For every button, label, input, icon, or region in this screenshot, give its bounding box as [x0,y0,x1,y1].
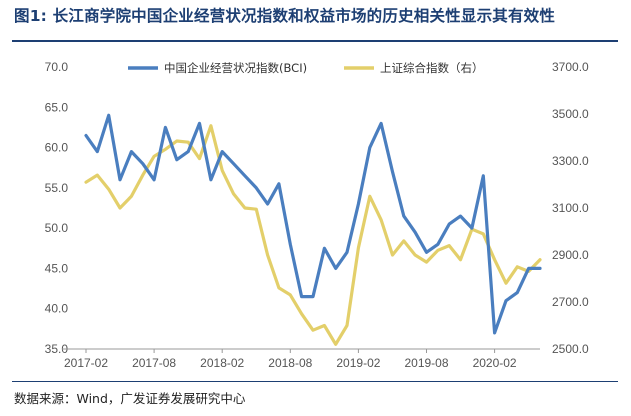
right-axis-ticks: 2500.0 2700.0 2900.0 3100.0 3300.0 3500.0 3700… [552,60,589,356]
right-tick-label: 3500.0 [552,107,589,121]
left-tick-label: 50.0 [45,221,69,235]
x-tick-label: 2017-08 [132,356,176,370]
series-line-bci [84,113,542,335]
right-tick-label: 2500.0 [552,342,589,356]
left-tick-label: 55.0 [45,181,69,195]
x-tick-label: 2019-08 [404,356,448,370]
legend: 中国企业经营状况指数(BCI) 上证综合指数（右） [128,61,484,75]
left-tick-label: 65.0 [45,100,69,114]
right-tick-label: 3300.0 [552,154,589,168]
x-tick-label: 2018-02 [200,356,244,370]
legend-label-sci: 上证综合指数（右） [380,61,484,75]
left-tick-label: 60.0 [45,141,69,155]
chart-title: 图1: 长江商学院中国企业经营状况指数和权益市场的历史相关性显示其有效性 [14,7,556,25]
series-line-sci [84,124,542,346]
series-group [84,113,542,346]
legend-label-bci: 中国企业经营状况指数(BCI) [164,61,307,75]
source-divider [12,381,618,382]
left-tick-label: 45.0 [45,261,69,275]
title-divider [12,40,618,42]
right-tick-label: 3700.0 [552,60,589,74]
right-tick-label: 2700.0 [552,295,589,309]
left-tick-label: 70.0 [45,60,69,74]
x-tick-label: 2019-02 [336,356,380,370]
right-tick-label: 2900.0 [552,248,589,262]
x-tick-label: 2018-08 [268,356,312,370]
left-axis-ticks: 35.0 40.0 45.0 50.0 55.0 60.0 65.0 70.0 [45,60,69,356]
x-tick-label: 2017-02 [64,356,108,370]
source-note: 数据来源：Wind，广发证券发展研究中心 [14,391,246,406]
left-tick-label: 40.0 [45,302,69,316]
left-tick-label: 35.0 [45,342,69,356]
x-tick-label: 2020-02 [473,356,517,370]
x-axis-ticks: 2017-02 2017-08 2018-02 2018-08 2019-02 2019-… [64,349,517,370]
right-tick-label: 3100.0 [552,201,589,215]
